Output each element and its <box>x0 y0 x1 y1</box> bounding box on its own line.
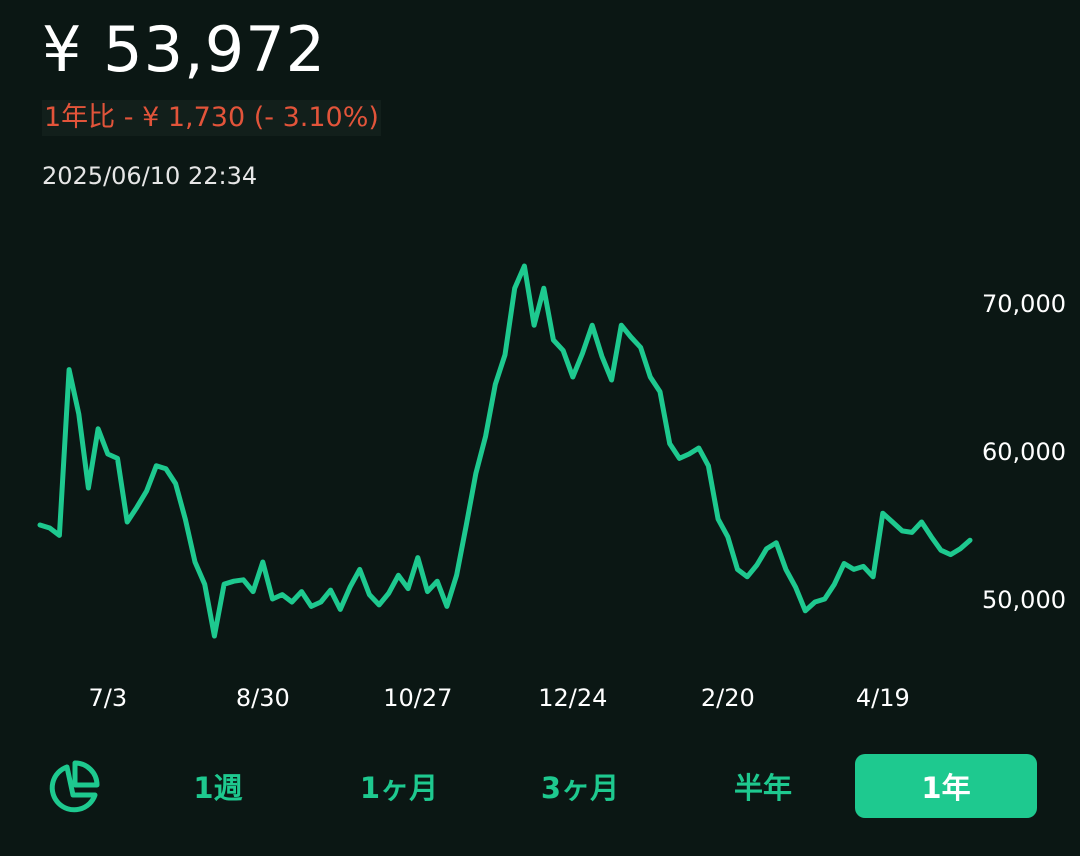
x-tick-label: 8/30 <box>236 684 290 712</box>
range-button-6m[interactable]: 半年 <box>733 771 792 805</box>
x-tick-label: 12/24 <box>538 684 607 712</box>
price-series-line <box>37 263 973 639</box>
yearly-change: 1年比 - ¥ 1,730 (- 3.10%) <box>42 100 381 136</box>
price-chart: 50,000 60,000 70,000 7/3 8/30 10/27 12/24 2/20 4… <box>37 263 1066 712</box>
range-button-1y[interactable]: 1年 <box>855 754 1037 818</box>
price-chart-svg: 50,000 60,000 70,000 7/3 8/30 10/27 12/24 2/20 4… <box>37 263 1066 712</box>
timestamp: 2025/06/10 22:34 <box>42 162 258 190</box>
y-tick-label: 70,000 <box>982 290 1066 318</box>
range-button-3m[interactable]: 3ヶ月 <box>540 771 620 805</box>
x-tick-label: 2/20 <box>701 684 755 712</box>
current-price: ¥ 53,972 <box>42 13 327 86</box>
y-tick-label: 60,000 <box>982 438 1066 466</box>
range-controls: 1週 1ヶ月 3ヶ月 半年 1年 <box>0 750 1080 822</box>
x-tick-label: 7/3 <box>89 684 128 712</box>
range-button-1m[interactable]: 1ヶ月 <box>359 771 439 805</box>
x-tick-label: 10/27 <box>383 684 452 712</box>
range-button-1w[interactable]: 1週 <box>193 771 243 805</box>
y-tick-label: 50,000 <box>982 586 1066 614</box>
x-tick-label: 4/19 <box>856 684 910 712</box>
pie-chart-icon[interactable] <box>44 758 102 816</box>
